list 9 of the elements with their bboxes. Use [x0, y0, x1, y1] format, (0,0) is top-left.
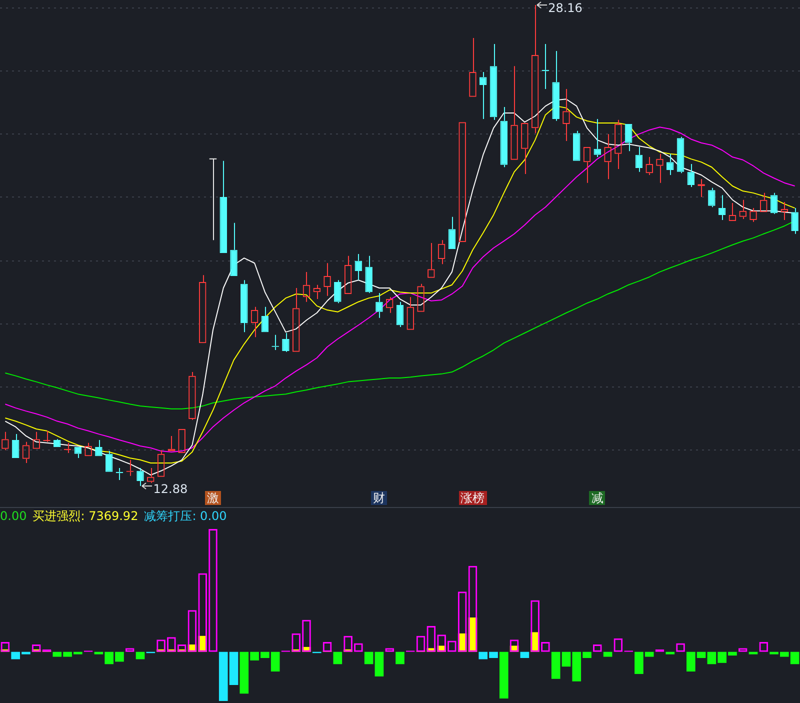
annotation: 28.16	[548, 1, 582, 15]
text: 激	[204, 491, 221, 505]
text: 减筹打压: 0.00	[144, 509, 227, 523]
text: 涨榜	[458, 491, 487, 505]
annotation: 12.88	[153, 482, 188, 496]
text: 财	[371, 491, 388, 505]
text: 买进强烈: 7369.92	[32, 509, 138, 523]
text: 减	[589, 491, 606, 505]
text: 0.00	[0, 509, 27, 523]
